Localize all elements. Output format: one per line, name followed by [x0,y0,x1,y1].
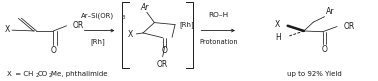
Text: CO: CO [37,71,48,77]
Text: O: O [322,45,327,54]
Text: Me, phthalimide: Me, phthalimide [51,71,107,77]
Text: 2: 2 [35,73,39,78]
Text: Ar–Si(OR): Ar–Si(OR) [81,12,115,19]
Text: X: X [5,25,11,34]
Text: OR: OR [73,21,84,30]
Text: 2: 2 [48,73,52,78]
Text: 3: 3 [121,15,124,20]
Text: X: X [6,71,11,77]
Text: OR: OR [157,60,168,69]
Text: Ar: Ar [141,3,149,12]
Text: X: X [128,30,133,39]
Text: Ar: Ar [326,7,335,16]
Text: up to 92% Yield: up to 92% Yield [287,71,342,77]
Text: = CH: = CH [13,71,33,77]
Text: OR: OR [343,22,355,31]
Text: X: X [275,20,280,29]
Text: O: O [51,46,56,55]
Text: [Rh]: [Rh] [90,39,105,45]
Text: H: H [276,33,281,42]
Text: Protonation: Protonation [199,39,238,45]
Text: RO–H: RO–H [208,12,228,18]
Text: [Rh]: [Rh] [180,22,194,28]
Text: O: O [161,46,167,55]
